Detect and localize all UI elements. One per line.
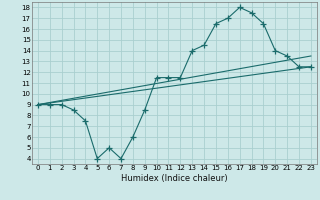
X-axis label: Humidex (Indice chaleur): Humidex (Indice chaleur) <box>121 174 228 183</box>
